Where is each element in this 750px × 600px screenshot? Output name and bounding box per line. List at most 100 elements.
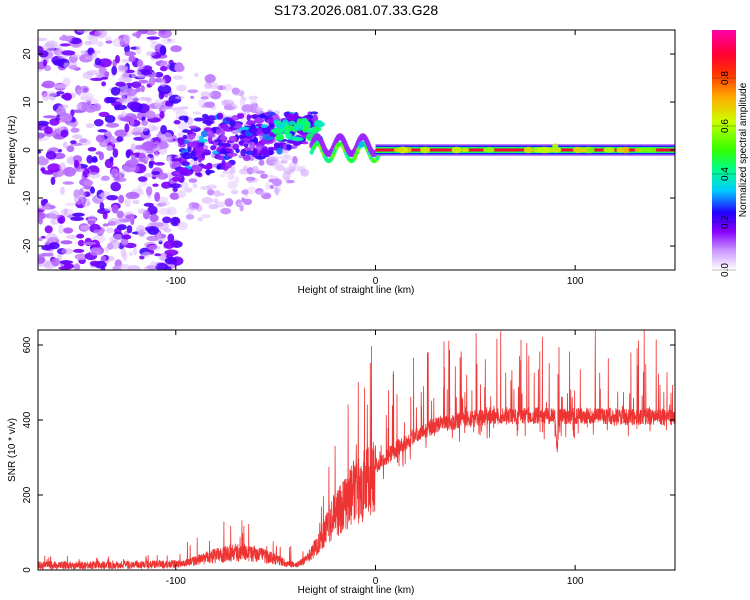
spectrogram-blob-1060	[237, 113, 245, 119]
spectrogram-blob-610	[99, 202, 105, 212]
spectrogram-blob-263	[116, 224, 127, 231]
spectrogram-blob-1279	[272, 127, 279, 135]
spectrogram-blob-533	[63, 62, 71, 68]
spectrogram-blob-871	[256, 106, 261, 113]
spectrogram-blob-1239	[269, 116, 274, 124]
spectrogram-blob-287	[135, 30, 141, 39]
spectrogram-blob-600	[87, 34, 95, 41]
spectrogram-blob-479	[113, 233, 123, 241]
spectrogram-blob-616	[145, 155, 150, 161]
spectrogram-blob-662	[241, 104, 254, 113]
spectrogram-blob-551	[73, 108, 84, 114]
spec-ytick-label-1: -10	[22, 190, 33, 205]
colorbar-label: Normalized spectral amplitude	[738, 82, 749, 217]
spectrogram-blob-347	[112, 37, 125, 48]
colorbar-tick-label-0: 0.0	[720, 263, 731, 277]
spectrogram-blob-504	[111, 204, 119, 214]
spectrogram-blob-853	[185, 214, 195, 220]
spectrogram-blob-778	[209, 90, 222, 100]
spectrogram-blob-867	[256, 190, 267, 195]
spectrogram-blob-824	[207, 189, 215, 196]
spectrogram-blob-638	[59, 112, 73, 123]
spectrogram-blob-476	[51, 257, 60, 267]
spectrogram-blob-891	[177, 189, 186, 199]
spectrogram-blob-641	[125, 112, 134, 116]
spectrogram-blob-614	[66, 122, 78, 126]
spectrogram-blob-302	[86, 155, 93, 164]
snr-series-line	[38, 330, 675, 570]
spectrogram-blob-606	[149, 214, 159, 223]
spectrogram-blob-583	[137, 59, 144, 68]
spectrogram-blob-608	[46, 91, 58, 97]
spectrogram-blob-1253	[292, 136, 304, 142]
spectrogram-blob-908	[239, 97, 246, 107]
spectrogram-blob-1265	[285, 132, 293, 140]
spectrogram-blob-1270	[313, 121, 325, 128]
spectrogram-blob-463	[70, 54, 82, 58]
spectrogram-blob-620	[110, 168, 119, 178]
spectrogram-blob-1416	[552, 143, 559, 150]
spectrogram-blob-249	[98, 58, 112, 68]
spectrogram-blob-770	[172, 75, 183, 80]
spectrogram-blob-1066	[240, 126, 251, 131]
spectrogram-blob-709	[177, 121, 189, 131]
spectrogram-blob-281	[166, 206, 177, 216]
spectrogram-blob-1042	[210, 145, 217, 151]
spectrogram-blob-528	[84, 104, 97, 113]
spectrogram-blob-686	[219, 174, 226, 178]
spectrogram-blob-626	[163, 240, 175, 249]
spectrogram-blob-351	[63, 92, 72, 101]
spec-xtick-label-0: -100	[166, 276, 186, 287]
spectrogram-blob-545	[155, 263, 169, 270]
spectrogram-blob-595	[131, 127, 142, 137]
spectrogram-blob-521	[100, 255, 107, 262]
spectrogram-blob-380	[162, 216, 172, 224]
spectrogram-blob-285	[140, 85, 145, 93]
spectrogram-blob-623	[120, 111, 127, 118]
spectrogram-blob-482	[147, 226, 160, 235]
spectrogram-blob-902	[174, 64, 185, 73]
spectrogram-y-label: Frequency (Hz)	[7, 116, 18, 185]
spectrogram-x-label: Height of straight line (km)	[298, 285, 415, 296]
spectrogram-blob-1214	[216, 112, 224, 120]
spectrogram-blob-809	[266, 174, 276, 178]
spectrogram-blob-494	[133, 246, 138, 256]
spectrogram-blob-513	[141, 251, 152, 258]
spectrogram-blob-1398	[523, 146, 533, 154]
spectrogram-blob-1236	[187, 141, 198, 148]
spectrogram-blob-200	[145, 30, 157, 35]
spectrogram-blob-575	[106, 145, 113, 152]
spectrogram-blob-443	[104, 71, 110, 77]
spectrogram-blob-596	[146, 36, 160, 40]
spectrogram-blob-904	[255, 170, 265, 174]
spectrogram-blob-567	[76, 233, 85, 239]
spec-ytick-label-2: 0	[22, 147, 33, 153]
spectrogram-blob-832	[184, 187, 193, 193]
spectrogram-blob-1415	[622, 146, 630, 154]
spectrogram-blob-209	[157, 172, 169, 180]
spectrogram-blob-525	[38, 155, 46, 164]
spectrogram-blob-1204	[229, 119, 236, 127]
spectrogram-blob-1172	[268, 148, 274, 156]
spectrogram-blob-649	[148, 76, 156, 86]
spectrogram-blob-523	[70, 140, 77, 145]
spectrogram-blob-1156	[257, 114, 266, 119]
spectrogram-blob-539	[74, 159, 79, 169]
spectrogram-blob-611	[59, 43, 71, 47]
spectrogram-blob-1401	[420, 146, 431, 154]
spectrogram-blob-625	[125, 191, 140, 200]
spectrogram-blob-245	[157, 84, 172, 95]
spectrogram-blob-433	[63, 141, 68, 149]
spectrogram-blob-488	[79, 188, 84, 196]
spectrogram-blob-1412	[580, 147, 588, 153]
spectrogram-blob-286	[92, 156, 98, 162]
spectrogram-blob-581	[154, 98, 162, 109]
spectrogram-blob-1406	[603, 147, 615, 153]
spectrogram-blob-777	[222, 84, 233, 91]
spectrogram-blob-1064	[251, 114, 259, 120]
spectrogram-blob-549	[138, 30, 149, 35]
spectrogram-blob-1218	[224, 117, 233, 122]
spectrogram-blob-818	[200, 91, 211, 98]
spectrogram-blob-1068	[276, 147, 283, 155]
spectrogram-blob-1417	[358, 140, 365, 148]
